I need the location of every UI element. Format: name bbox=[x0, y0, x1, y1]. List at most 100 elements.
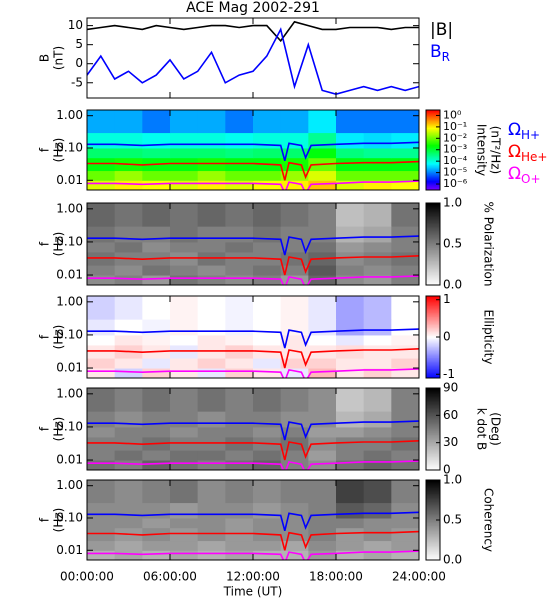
y-axis-label: (Hz) bbox=[52, 508, 66, 533]
spectrogram-cell bbox=[336, 368, 365, 378]
spectrogram-cell bbox=[114, 368, 143, 378]
y-axis-label: f bbox=[38, 426, 52, 431]
spectrogram-cell bbox=[197, 265, 226, 276]
spectrogram-cell bbox=[225, 241, 254, 253]
spectrogram-cell bbox=[170, 110, 199, 134]
spectrogram-cell bbox=[308, 368, 337, 378]
spectrogram-cell bbox=[114, 450, 143, 461]
legend-entry: ΩH+ bbox=[508, 120, 540, 142]
y-axis-label: f bbox=[38, 241, 52, 246]
spectrogram-cell bbox=[363, 540, 392, 551]
spectrogram-cell bbox=[280, 426, 309, 438]
spectrogram-cell bbox=[87, 358, 116, 369]
y-axis-label: (Hz) bbox=[52, 232, 66, 257]
spectrogram-cell bbox=[142, 450, 171, 461]
spectrogram-cell bbox=[197, 241, 226, 253]
spectrogram-cell bbox=[87, 110, 116, 134]
y-axis-label: (Hz) bbox=[52, 138, 66, 163]
colorbar-tick-label: 10⁻⁴ bbox=[443, 154, 468, 167]
spectrogram-cell bbox=[87, 296, 116, 320]
spectrogram-cell bbox=[225, 319, 254, 336]
spectrogram-cell bbox=[391, 460, 419, 470]
spectrogram-cell bbox=[170, 180, 199, 190]
y-tick-label: 1.00 bbox=[56, 478, 83, 492]
spectrogram-cell bbox=[170, 157, 199, 172]
spectrogram-cell bbox=[225, 147, 254, 159]
spectrogram-cell bbox=[170, 241, 199, 253]
spectrogram-cell bbox=[170, 426, 199, 438]
spectrogram-cell bbox=[253, 550, 282, 560]
spectrogram-cell bbox=[142, 460, 171, 470]
spectrogram-cell bbox=[142, 241, 171, 253]
spectrogram-cell bbox=[336, 157, 365, 172]
spectrogram-cell bbox=[142, 480, 171, 504]
spectrogram-cell bbox=[225, 251, 254, 266]
spectrogram-cell bbox=[142, 275, 171, 285]
spectrogram-cell bbox=[170, 368, 199, 378]
spectrogram-cell bbox=[391, 226, 419, 243]
colorbar-label: Ellipticity bbox=[482, 310, 496, 365]
spectrogram-cell bbox=[308, 550, 337, 560]
spectrogram-cell bbox=[253, 241, 282, 253]
y-tick-label: 0.01 bbox=[56, 543, 83, 557]
spectrogram-cell bbox=[363, 368, 392, 378]
spectrogram-cell bbox=[197, 132, 226, 149]
spectrogram-cell bbox=[336, 265, 365, 276]
spectrogram-cell bbox=[87, 203, 116, 227]
spectrogram-cell bbox=[197, 344, 226, 359]
spectrogram-cell bbox=[253, 147, 282, 159]
series-line bbox=[87, 420, 419, 441]
spectrogram-cell bbox=[225, 388, 254, 412]
spectrogram-cell bbox=[170, 334, 199, 346]
spectrogram-cell bbox=[114, 180, 143, 190]
spectrogram-cell bbox=[142, 334, 171, 346]
spectrogram-cell bbox=[253, 265, 282, 276]
spectrogram-cell bbox=[336, 426, 365, 438]
spectrogram-cell bbox=[225, 460, 254, 470]
spectrogram-cell bbox=[308, 170, 337, 181]
spectrogram-cell bbox=[114, 110, 143, 134]
spectrogram-cell bbox=[308, 203, 337, 227]
spectrogram-cell bbox=[170, 147, 199, 159]
spectrogram-cell bbox=[280, 226, 309, 243]
spectrogram-cell bbox=[253, 368, 282, 378]
spectrogram-cell bbox=[391, 344, 419, 359]
spectrogram-cell bbox=[225, 550, 254, 560]
spectrogram-cell bbox=[197, 550, 226, 560]
spectrogram-cell bbox=[197, 426, 226, 438]
spectrogram-cell bbox=[336, 110, 365, 134]
colorbar-tick-label: 0.0 bbox=[443, 553, 462, 567]
spectrogram-cell bbox=[336, 170, 365, 181]
panel bbox=[87, 110, 419, 190]
y-tick-label: 0.10 bbox=[56, 327, 83, 341]
spectrogram-cell bbox=[87, 480, 116, 504]
spectrogram-cell bbox=[197, 411, 226, 428]
x-tick-label: 24:00:00 bbox=[392, 570, 446, 584]
spectrogram-cell bbox=[142, 170, 171, 181]
spectrogram-cell bbox=[142, 540, 171, 551]
spectrogram-cell bbox=[363, 275, 392, 285]
spectrogram-cell bbox=[336, 460, 365, 470]
spectrogram-cell bbox=[253, 358, 282, 369]
spectrogram-cell bbox=[225, 411, 254, 428]
spectrogram-cell bbox=[391, 540, 419, 551]
spectrogram-cell bbox=[142, 411, 171, 428]
spectrogram-cell bbox=[363, 436, 392, 451]
spectrogram-cell bbox=[391, 550, 419, 560]
x-tick-label: 18:00:00 bbox=[309, 570, 363, 584]
colorbar-label: % Polarization bbox=[482, 202, 496, 287]
spectrogram-cell bbox=[114, 319, 143, 336]
spectrogram-cell bbox=[253, 132, 282, 149]
spectrogram-cell bbox=[363, 226, 392, 243]
spectrogram-cell bbox=[142, 132, 171, 149]
spectrogram-cell bbox=[225, 540, 254, 551]
spectrogram-cell bbox=[363, 251, 392, 266]
spectrogram-cell bbox=[336, 358, 365, 369]
spectrogram-cell bbox=[280, 110, 309, 134]
y-tick-label: 0.10 bbox=[56, 140, 83, 154]
spectrogram-cell bbox=[280, 550, 309, 560]
colorbar-tick-label: 30 bbox=[443, 435, 458, 449]
colorbar-label: (nT²/Hz) bbox=[489, 126, 503, 174]
series-line bbox=[87, 160, 419, 181]
spectrogram-cell bbox=[170, 388, 199, 412]
